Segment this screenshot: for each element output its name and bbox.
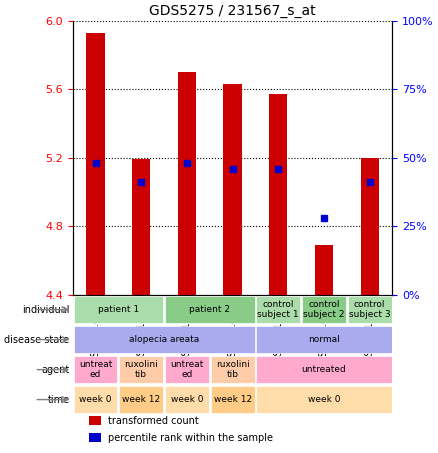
Bar bbox=[178, 72, 196, 294]
Text: ruxolini
tib: ruxolini tib bbox=[124, 360, 158, 379]
Text: percentile rank within the sample: percentile rank within the sample bbox=[108, 433, 273, 443]
Text: disease state: disease state bbox=[4, 335, 70, 345]
FancyBboxPatch shape bbox=[302, 296, 346, 323]
FancyBboxPatch shape bbox=[348, 296, 392, 323]
Text: normal: normal bbox=[308, 335, 340, 344]
Text: week 0: week 0 bbox=[308, 395, 340, 404]
Bar bbox=[88, 416, 102, 425]
Text: control
subject 2: control subject 2 bbox=[303, 300, 345, 319]
FancyBboxPatch shape bbox=[165, 296, 254, 323]
Text: ruxolini
tib: ruxolini tib bbox=[215, 360, 250, 379]
Bar bbox=[360, 158, 379, 294]
FancyBboxPatch shape bbox=[211, 356, 254, 383]
Text: control
subject 3: control subject 3 bbox=[349, 300, 390, 319]
Text: transformed count: transformed count bbox=[108, 416, 198, 426]
FancyBboxPatch shape bbox=[74, 296, 163, 323]
FancyBboxPatch shape bbox=[74, 326, 254, 353]
Bar bbox=[86, 33, 105, 294]
Bar bbox=[88, 434, 102, 442]
Title: GDS5275 / 231567_s_at: GDS5275 / 231567_s_at bbox=[149, 4, 316, 18]
Text: control
subject 1: control subject 1 bbox=[258, 300, 299, 319]
FancyBboxPatch shape bbox=[119, 356, 163, 383]
FancyBboxPatch shape bbox=[74, 386, 117, 413]
FancyBboxPatch shape bbox=[211, 386, 254, 413]
Text: untreat
ed: untreat ed bbox=[79, 360, 112, 379]
Bar bbox=[269, 94, 287, 294]
FancyBboxPatch shape bbox=[256, 356, 392, 383]
FancyBboxPatch shape bbox=[256, 386, 392, 413]
Text: alopecia areata: alopecia areata bbox=[129, 335, 199, 344]
Text: untreated: untreated bbox=[302, 365, 346, 374]
FancyBboxPatch shape bbox=[165, 356, 209, 383]
Text: week 12: week 12 bbox=[213, 395, 252, 404]
Text: time: time bbox=[47, 395, 70, 405]
FancyBboxPatch shape bbox=[119, 386, 163, 413]
Text: patient 1: patient 1 bbox=[98, 305, 139, 314]
FancyBboxPatch shape bbox=[256, 326, 392, 353]
Text: week 0: week 0 bbox=[171, 395, 203, 404]
Text: untreat
ed: untreat ed bbox=[170, 360, 204, 379]
Text: individual: individual bbox=[22, 305, 70, 315]
Text: week 12: week 12 bbox=[122, 395, 160, 404]
FancyBboxPatch shape bbox=[74, 356, 117, 383]
Text: agent: agent bbox=[41, 365, 70, 375]
Bar bbox=[223, 84, 242, 294]
Text: week 0: week 0 bbox=[79, 395, 112, 404]
Bar bbox=[315, 245, 333, 294]
Bar bbox=[132, 159, 150, 294]
Text: patient 2: patient 2 bbox=[189, 305, 230, 314]
FancyBboxPatch shape bbox=[165, 386, 209, 413]
FancyBboxPatch shape bbox=[256, 296, 300, 323]
